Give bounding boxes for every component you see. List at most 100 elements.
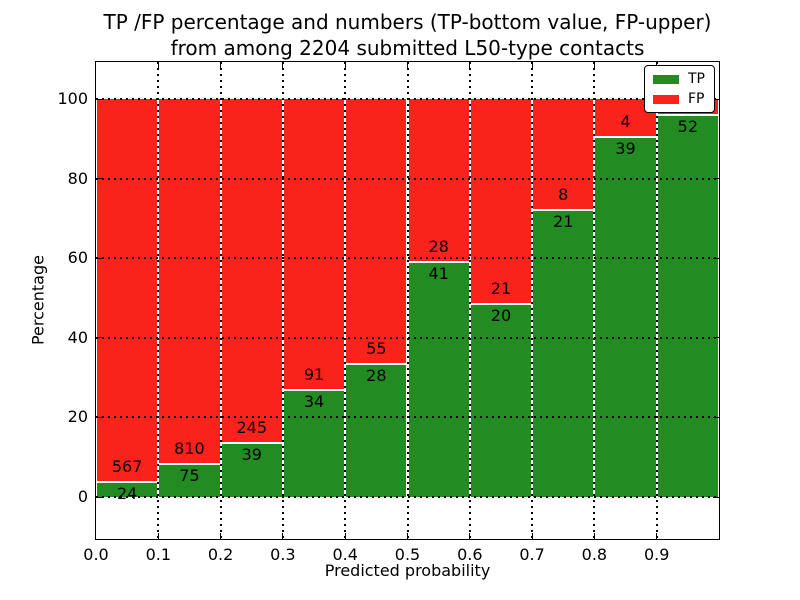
bar-segment-tp	[97, 480, 158, 497]
fp-count-label: 28	[428, 236, 449, 256]
stacked-bar	[532, 99, 595, 497]
y-tick-label: 100	[57, 89, 88, 108]
stacked-bar	[158, 99, 221, 497]
y-tick-label: 0	[77, 487, 88, 506]
legend-item-tp: TP	[653, 72, 705, 86]
tp-count-label: 24	[116, 483, 138, 503]
stacked-bar	[469, 99, 533, 497]
y-tickmark-right	[713, 98, 719, 100]
bar-segment-fp	[221, 99, 282, 443]
x-tickmark-bottom	[656, 533, 658, 539]
x-axis-label: Predicted probability	[324, 561, 491, 580]
fp-count-label: 245	[236, 418, 268, 438]
x-tick-label: 0.4	[332, 545, 358, 564]
y-tickmark-left	[96, 416, 102, 418]
tp-count-label: 52	[677, 116, 699, 136]
x-tickmark-bottom	[344, 533, 346, 539]
tp-count-label: 34	[303, 391, 325, 411]
bar-segment-tp	[283, 388, 345, 497]
tp-count-label: 75	[179, 466, 200, 486]
v-gridline	[157, 62, 160, 539]
bar-segment-fp	[97, 99, 158, 481]
stacked-bar	[407, 99, 470, 497]
bar-segment-tp	[470, 302, 532, 497]
x-tickmark-top	[157, 62, 159, 68]
stacked-bar	[282, 99, 346, 497]
legend-label-tp: TP	[688, 71, 705, 87]
y-tickmark-left	[96, 178, 102, 180]
fp-count-label: 55	[366, 338, 387, 358]
tp-count-label: 39	[615, 139, 636, 158]
chart-title-line1: TP /FP percentage and numbers (TP-bottom…	[103, 10, 712, 34]
plot-area: 567 24 810 75 245 39 91 34 55 28 28 41 21 20 8 21 4 39 52 …	[95, 61, 720, 540]
x-tickmark-top	[407, 62, 408, 68]
x-tick-label: 0.9	[643, 545, 670, 564]
y-axis-label: Percentage	[28, 255, 48, 346]
tp-legend-swatch	[653, 74, 679, 84]
y-tickmark-right	[713, 337, 719, 339]
fp-count-label: 21	[490, 278, 512, 298]
x-tickmark-top	[220, 62, 222, 68]
v-gridline	[406, 62, 409, 539]
x-tick-label: 0.0	[83, 545, 109, 564]
stacked-bar	[220, 99, 283, 497]
chart-title-line2: from among 2204 submitted L50-type conta…	[170, 36, 645, 60]
x-tick-label: 0.2	[207, 545, 234, 564]
bar-segment-tp	[595, 136, 656, 497]
tp-count-label: 20	[490, 305, 512, 325]
tp-count-label: 39	[241, 445, 262, 465]
y-tick-label: 60	[67, 248, 88, 268]
x-tickmark-top	[531, 62, 533, 68]
y-tickmark-left	[96, 337, 102, 339]
v-gridline	[281, 62, 284, 539]
v-gridline	[468, 62, 471, 539]
x-tickmark-bottom	[157, 533, 159, 539]
y-tickmark-right	[713, 257, 719, 259]
x-tickmark-bottom	[407, 533, 408, 539]
x-tick-label: 0.7	[519, 545, 545, 564]
legend: TP FP	[644, 65, 715, 113]
legend-label-fp: FP	[688, 91, 705, 107]
bar-segment-tp	[159, 463, 220, 497]
y-tickmark-right	[713, 496, 719, 498]
v-gridline	[219, 62, 222, 539]
fp-legend-swatch	[653, 94, 679, 104]
x-tickmark-bottom	[282, 533, 284, 539]
x-tickmark-top	[282, 62, 284, 68]
stacked-bar	[345, 99, 408, 497]
x-tickmark-bottom	[220, 533, 222, 539]
fp-count-label: 91	[303, 364, 325, 384]
bar-segment-fp	[159, 99, 220, 464]
v-gridline	[593, 62, 596, 539]
v-gridline	[344, 62, 347, 539]
bar-segment-tp	[346, 362, 407, 497]
bar-segment-tp	[657, 113, 718, 497]
fp-count-label: 567	[111, 456, 143, 476]
fp-count-label: 8	[558, 184, 569, 204]
stacked-bar	[96, 99, 159, 497]
y-tick-label: 80	[67, 168, 88, 188]
chart-title: TP /FP percentage and numbers (TP-bottom…	[96, 9, 719, 61]
bar-segment-fp	[533, 99, 594, 209]
bar-segment-tp	[221, 442, 282, 497]
y-tickmark-left	[96, 496, 102, 498]
x-tick-label: 0.8	[581, 545, 608, 564]
tp-count-label: 21	[553, 211, 574, 231]
legend-item-fp: FP	[653, 92, 705, 106]
x-tick-label: 0.5	[394, 545, 421, 564]
fp-count-label: 810	[174, 439, 205, 459]
x-tickmark-top	[469, 62, 471, 68]
x-tickmark-bottom	[531, 533, 533, 539]
x-tick-label: 0.1	[145, 545, 172, 564]
x-tickmark-top	[344, 62, 346, 68]
annotation-layer: 567 24 810 75 245 39 91 34 55 28 28 41 21 20 8 21 4 39 52	[96, 62, 719, 539]
x-tick-label: 0.6	[457, 545, 483, 564]
x-tickmark-top	[593, 62, 595, 68]
bar-segment-fp	[346, 99, 407, 363]
bar-segment-fp	[408, 99, 469, 261]
y-tick-label: 20	[67, 407, 88, 427]
y-tickmark-right	[713, 416, 719, 418]
bar-segment-tp	[408, 260, 469, 497]
fp-count-label: 4	[620, 112, 631, 131]
